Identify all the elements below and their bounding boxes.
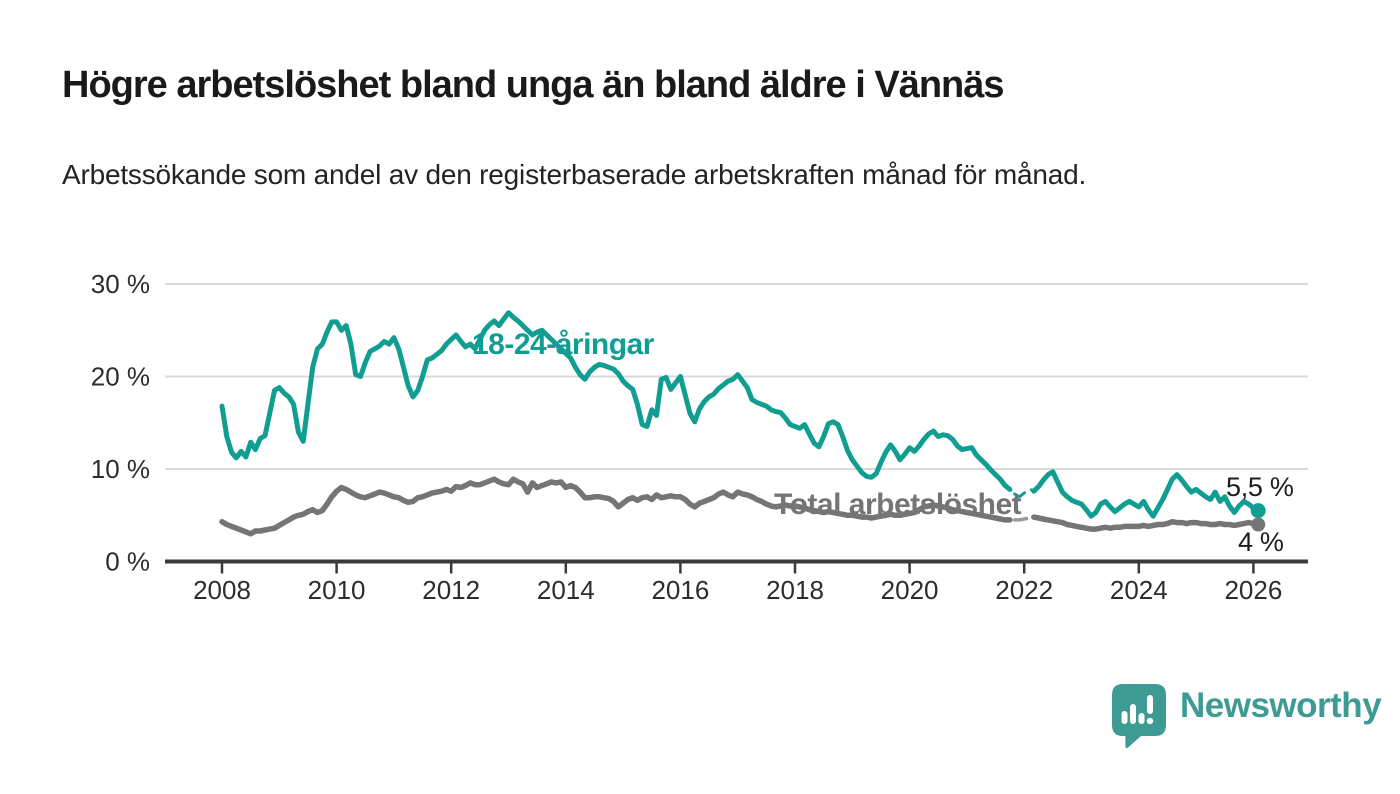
end-value-label-youth: 5,5 %: [1226, 472, 1294, 502]
logo-bar-2: [1130, 704, 1136, 724]
series-line-total-dashed: [1012, 515, 1036, 522]
series-line-total: [219, 476, 1013, 537]
logo-bar-3: [1138, 713, 1145, 724]
end-dot-youth: [1250, 503, 1266, 519]
x-tick-label: 2008: [193, 575, 251, 605]
x-tick-label: 2020: [881, 575, 939, 605]
x-tick-label: 2022: [995, 575, 1053, 605]
newsworthy-logo-text: Newsworthy: [1180, 686, 1382, 725]
y-tick-label: 20 %: [91, 362, 150, 392]
series-label-youth: 18-24-åringar: [472, 328, 654, 361]
x-tick-label: 2016: [651, 575, 709, 605]
series-label-total: Total arbetslöshet: [774, 488, 1022, 521]
y-tick-label: 30 %: [91, 269, 150, 299]
logo-exclamation-dot: [1146, 717, 1154, 725]
y-tick-label: 0 %: [105, 547, 150, 577]
newsworthy-logo: Newsworthy: [1112, 684, 1382, 750]
series-line-youth: [1031, 469, 1261, 519]
x-tick-label: 2026: [1224, 575, 1282, 605]
series-line-total: [1031, 514, 1261, 532]
series-line-youth: [219, 310, 1013, 492]
x-tick-label: 2024: [1110, 575, 1168, 605]
newsworthy-logo-icon: [1112, 684, 1166, 749]
end-dot-total: [1251, 517, 1266, 532]
page-title: Högre arbetslöshet bland unga än bland ä…: [62, 64, 1005, 106]
x-tick-label: 2012: [422, 575, 480, 605]
chart-subtitle: Arbetssökande som andel av den registerb…: [62, 159, 1087, 190]
logo-bar-1: [1121, 711, 1128, 724]
x-tick-label: 2014: [537, 575, 595, 605]
x-tick-label: 2018: [766, 575, 824, 605]
logo-exclamation-bar: [1147, 695, 1153, 714]
y-tick-label: 10 %: [91, 454, 150, 484]
end-value-label-total: 4 %: [1238, 527, 1284, 557]
x-tick-label: 2010: [308, 575, 366, 605]
series-line-youth-dashed: [1013, 486, 1036, 499]
